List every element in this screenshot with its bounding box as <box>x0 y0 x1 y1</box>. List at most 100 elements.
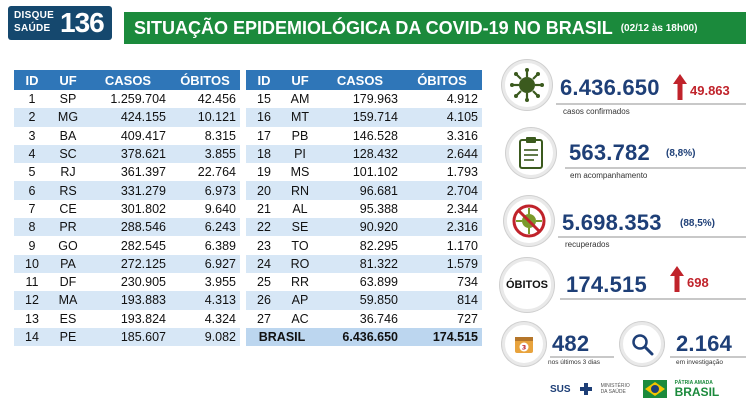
calendar-number: 3 <box>522 344 527 352</box>
cell-casos: 63.899 <box>359 275 398 290</box>
cell-obitos: 6.927 <box>170 254 240 273</box>
monitoring-percent: (8,8%) <box>666 148 696 159</box>
cell-id: 18 <box>246 144 282 164</box>
cell-uf: SP <box>59 92 77 107</box>
cell-casos: 272.125 <box>86 254 170 273</box>
deaths-value: 174.515 <box>566 272 647 297</box>
cell-uf: AL <box>292 201 308 216</box>
table-row: 15 AM 179.963 4.912 <box>246 90 482 108</box>
cell-casos: 59.850 <box>318 291 402 310</box>
confirmed-icon-circle <box>502 60 552 110</box>
cell-obitos: 3.955 <box>204 275 236 290</box>
table-row: 5 RJ 361.397 22.764 <box>14 163 240 181</box>
last3-label: nos últimos 3 dias <box>548 359 601 366</box>
table-row: 7 CE 301.802 9.640 <box>14 200 240 218</box>
cell-obitos: 10.121 <box>170 108 240 127</box>
patria-brasil-logo: PÁTRIA AMADA BRASIL <box>675 380 720 398</box>
arrow-up-icon <box>670 266 684 292</box>
cell-casos: 90.920 <box>318 218 402 237</box>
table-row: 16 MT 159.714 4.105 <box>246 108 482 127</box>
cell-obitos: 8.315 <box>204 128 236 143</box>
cell-casos: 1.259.704 <box>110 92 166 107</box>
table-row: 4 SC 378.621 3.855 <box>14 144 240 164</box>
cell-obitos: 22.764 <box>197 165 236 180</box>
table-row: 1 SP 1.259.704 42.456 <box>14 90 240 108</box>
cell-uf: RJ <box>60 165 76 180</box>
confirmed-label: casos confirmados <box>563 107 630 116</box>
cell-id: 4 <box>14 144 50 164</box>
cell-obitos: 3.855 <box>170 144 240 164</box>
table-row: 3 BA 409.417 8.315 <box>14 127 240 145</box>
cell-uf: DF <box>59 275 77 290</box>
states-table-left: ID UF CASOS ÓBITOS 1 SP 1.259.704 42.456 2 MG… <box>14 70 240 347</box>
cell-id: 7 <box>28 201 36 216</box>
table-row: 24 RO 81.322 1.579 <box>246 254 482 273</box>
cell-casos: 378.621 <box>86 144 170 164</box>
cell-obitos: 3.316 <box>446 128 478 143</box>
cell-obitos: 1.793 <box>446 165 478 180</box>
monitoring-label: em acompanhamento <box>570 171 648 180</box>
cell-casos: 361.397 <box>120 165 166 180</box>
table-row: 10 PA 272.125 6.927 <box>14 254 240 273</box>
cell-obitos: 9.082 <box>170 327 240 347</box>
divider <box>560 298 746 300</box>
table-row: 6 RS 331.279 6.973 <box>14 181 240 200</box>
cell-casos: 179.963 <box>352 92 398 107</box>
monitoring-value: 563.782 <box>569 140 650 165</box>
table-row: 8 PR 288.546 6.243 <box>14 218 240 237</box>
cell-obitos: 6.243 <box>170 218 240 237</box>
recovered-percent: (88,5%) <box>680 218 716 229</box>
cell-obitos: 6.389 <box>204 238 236 253</box>
total-label: BRASIL <box>246 327 318 347</box>
table-row: 25 RR 63.899 734 <box>246 273 482 291</box>
table-header: ID UF CASOS ÓBITOS <box>14 70 240 90</box>
last3-icon-circle: 3 <box>502 322 546 366</box>
confirmed-value: 6.436.650 <box>560 75 660 100</box>
cell-casos: 128.432 <box>318 144 402 164</box>
total-row: BRASIL 6.436.650 174.515 <box>246 327 482 347</box>
table-row: 11 DF 230.905 3.955 <box>14 273 240 291</box>
deaths-increase: 698 <box>687 275 709 290</box>
table-row: 20 RN 96.681 2.704 <box>246 181 482 200</box>
cell-id: 6 <box>14 181 50 200</box>
cell-uf: AM <box>290 92 310 107</box>
divider <box>556 103 746 105</box>
total-casos: 6.436.650 <box>318 327 402 347</box>
divider <box>558 236 746 238</box>
table-row: 22 SE 90.920 2.316 <box>246 218 482 237</box>
header-uf: UF <box>282 70 318 90</box>
cell-obitos: 4.105 <box>402 108 482 127</box>
cell-id: 12 <box>14 291 50 310</box>
arrow-up-icon <box>673 74 687 100</box>
table-header: ID UF CASOS ÓBITOS <box>246 70 482 90</box>
patria-label: PÁTRIA AMADA <box>674 380 713 386</box>
brasil-label: BRASIL <box>674 385 720 399</box>
cell-obitos: 4.313 <box>170 291 240 310</box>
cell-id: 13 <box>25 311 39 326</box>
cell-uf: MS <box>290 165 310 180</box>
cell-obitos: 9.640 <box>204 201 236 216</box>
cell-uf: SE <box>282 218 318 237</box>
header-obitos: ÓBITOS <box>402 70 482 90</box>
cell-id: 15 <box>257 92 271 107</box>
divider <box>565 167 746 169</box>
cell-obitos: 1.170 <box>446 238 478 253</box>
cell-uf: RN <box>282 181 318 200</box>
cell-id: 22 <box>246 218 282 237</box>
cell-uf: PA <box>50 254 86 273</box>
cell-id: 3 <box>28 128 36 143</box>
sus-logo: SUS <box>550 383 571 395</box>
cell-obitos: 4.912 <box>446 92 478 107</box>
total-obitos: 174.515 <box>402 327 482 347</box>
no-virus-icon <box>512 204 546 238</box>
calendar-icon: 3 <box>515 337 533 353</box>
header-casos: CASOS <box>86 70 170 90</box>
cell-uf: RO <box>282 254 318 273</box>
brand-word-1: DISQUE <box>14 10 55 21</box>
cell-id: 26 <box>246 291 282 310</box>
cell-id: 14 <box>14 327 50 347</box>
magnifier-icon <box>632 334 654 356</box>
cell-obitos: 814 <box>402 291 482 310</box>
states-table-right: ID UF CASOS ÓBITOS 15 AM 179.963 4.912 16 MT 1… <box>246 70 482 347</box>
title-bar: SITUAÇÃO EPIDEMIOLÓGICA DA COVID-19 NO B… <box>124 12 746 44</box>
